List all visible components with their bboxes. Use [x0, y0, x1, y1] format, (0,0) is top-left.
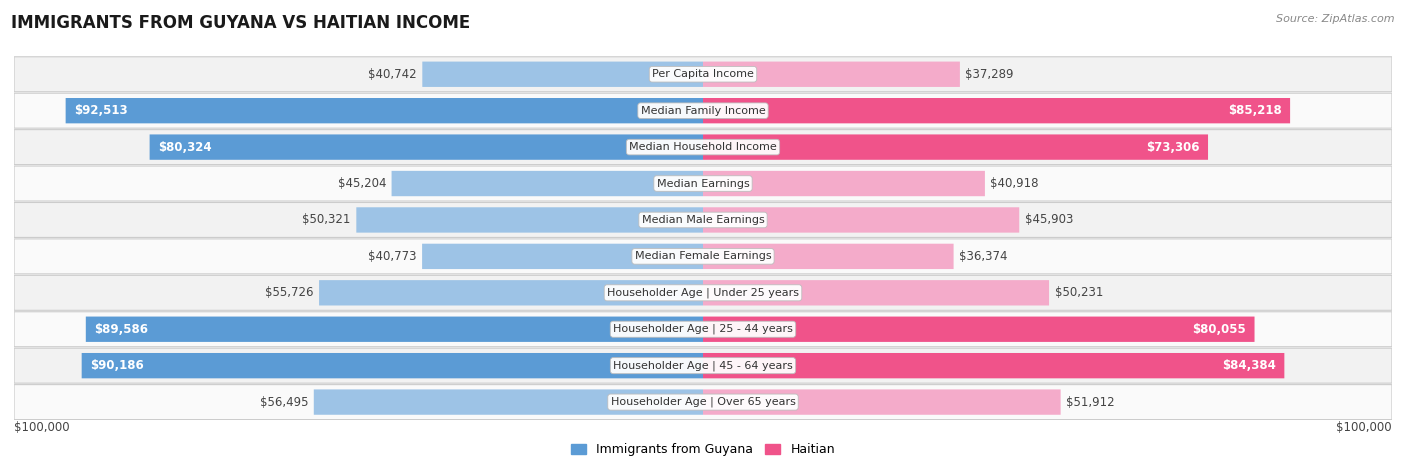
Text: Householder Age | 25 - 44 years: Householder Age | 25 - 44 years [613, 324, 793, 334]
Text: IMMIGRANTS FROM GUYANA VS HAITIAN INCOME: IMMIGRANTS FROM GUYANA VS HAITIAN INCOME [11, 14, 471, 32]
Text: Median Household Income: Median Household Income [628, 142, 778, 152]
Text: $84,384: $84,384 [1222, 359, 1277, 372]
FancyBboxPatch shape [703, 353, 1284, 378]
FancyBboxPatch shape [14, 385, 1392, 419]
Text: Median Earnings: Median Earnings [657, 178, 749, 189]
FancyBboxPatch shape [14, 276, 1392, 310]
Text: $80,055: $80,055 [1192, 323, 1246, 336]
Text: $89,586: $89,586 [94, 323, 148, 336]
Text: $36,374: $36,374 [959, 250, 1008, 263]
Text: $100,000: $100,000 [14, 421, 70, 434]
FancyBboxPatch shape [703, 134, 1208, 160]
Text: Median Male Earnings: Median Male Earnings [641, 215, 765, 225]
Text: $50,321: $50,321 [302, 213, 352, 226]
Text: Source: ZipAtlas.com: Source: ZipAtlas.com [1277, 14, 1395, 24]
FancyBboxPatch shape [422, 244, 703, 269]
FancyBboxPatch shape [703, 389, 1060, 415]
FancyBboxPatch shape [319, 280, 703, 305]
FancyBboxPatch shape [703, 244, 953, 269]
FancyBboxPatch shape [14, 239, 1392, 274]
Text: $56,495: $56,495 [260, 396, 308, 409]
Text: $92,513: $92,513 [75, 104, 128, 117]
Text: Per Capita Income: Per Capita Income [652, 69, 754, 79]
FancyBboxPatch shape [703, 317, 1254, 342]
FancyBboxPatch shape [703, 98, 1291, 123]
Text: $80,324: $80,324 [157, 141, 211, 154]
Text: $100,000: $100,000 [1336, 421, 1392, 434]
Text: Householder Age | Under 25 years: Householder Age | Under 25 years [607, 288, 799, 298]
FancyBboxPatch shape [14, 166, 1392, 201]
FancyBboxPatch shape [703, 207, 1019, 233]
FancyBboxPatch shape [82, 353, 703, 378]
FancyBboxPatch shape [14, 312, 1392, 347]
Text: Householder Age | Over 65 years: Householder Age | Over 65 years [610, 397, 796, 407]
Text: $45,204: $45,204 [337, 177, 387, 190]
FancyBboxPatch shape [149, 134, 703, 160]
Text: $50,231: $50,231 [1054, 286, 1102, 299]
Text: $51,912: $51,912 [1066, 396, 1115, 409]
Text: $37,289: $37,289 [966, 68, 1014, 81]
Text: $40,918: $40,918 [990, 177, 1039, 190]
FancyBboxPatch shape [14, 203, 1392, 237]
Text: $40,742: $40,742 [368, 68, 416, 81]
FancyBboxPatch shape [66, 98, 703, 123]
FancyBboxPatch shape [14, 348, 1392, 383]
Text: $90,186: $90,186 [90, 359, 143, 372]
Legend: Immigrants from Guyana, Haitian: Immigrants from Guyana, Haitian [567, 439, 839, 461]
FancyBboxPatch shape [86, 317, 703, 342]
FancyBboxPatch shape [703, 62, 960, 87]
Text: $55,726: $55,726 [266, 286, 314, 299]
Text: $85,218: $85,218 [1227, 104, 1282, 117]
FancyBboxPatch shape [14, 57, 1392, 92]
Text: Median Family Income: Median Family Income [641, 106, 765, 116]
Text: $73,306: $73,306 [1146, 141, 1199, 154]
Text: Median Female Earnings: Median Female Earnings [634, 251, 772, 262]
FancyBboxPatch shape [703, 280, 1049, 305]
FancyBboxPatch shape [14, 93, 1392, 128]
FancyBboxPatch shape [14, 130, 1392, 164]
FancyBboxPatch shape [356, 207, 703, 233]
FancyBboxPatch shape [314, 389, 703, 415]
FancyBboxPatch shape [392, 171, 703, 196]
FancyBboxPatch shape [703, 171, 984, 196]
Text: $45,903: $45,903 [1025, 213, 1073, 226]
Text: $40,773: $40,773 [368, 250, 416, 263]
Text: Householder Age | 45 - 64 years: Householder Age | 45 - 64 years [613, 361, 793, 371]
FancyBboxPatch shape [422, 62, 703, 87]
